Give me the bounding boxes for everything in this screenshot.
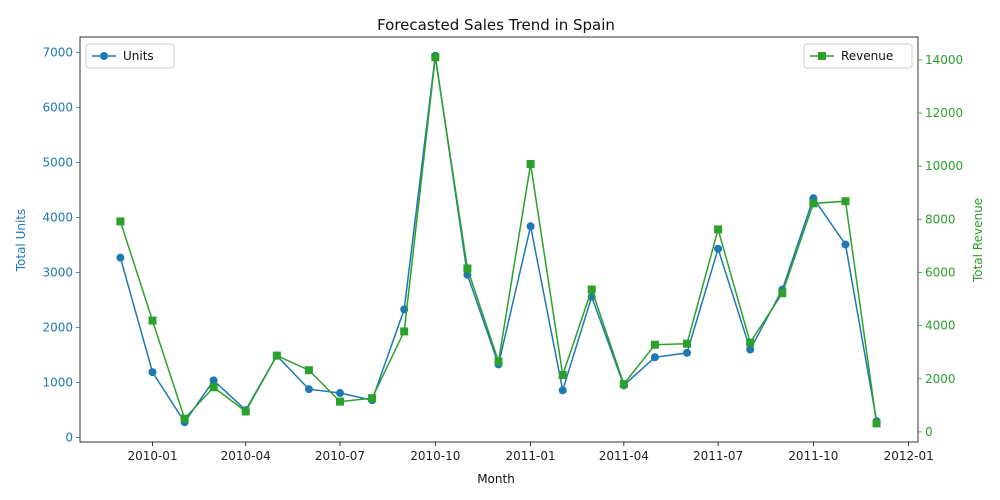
revenue-point [683, 339, 692, 348]
y-right-tick-label: 8000 [925, 212, 956, 226]
y-left-tick-label: 5000 [42, 155, 73, 169]
revenue-point [368, 394, 377, 403]
y-left-tick-label: 3000 [42, 266, 73, 280]
x-tick-label: 2011-07 [693, 449, 743, 463]
y-axis-left: 0 1000 2000 3000 4000 5000 6000 7000 [42, 45, 80, 445]
revenue-point [241, 407, 250, 416]
revenue-point [526, 160, 535, 169]
y-left-tick-label: 7000 [42, 45, 73, 59]
x-axis-label: Month [477, 472, 515, 486]
revenue-point [587, 285, 596, 294]
revenue-point [619, 380, 628, 389]
units-point [526, 222, 535, 231]
legend-label: Revenue [841, 49, 893, 63]
units-point [304, 385, 313, 394]
legend-label: Units [123, 49, 154, 63]
revenue-point [180, 414, 189, 423]
legend-box [85, 43, 175, 69]
chart-title: Forecasted Sales Trend in Spain [377, 16, 615, 34]
y-left-tick-label: 6000 [42, 100, 73, 114]
x-axis: 2010-01 2010-04 2010-07 2010-10 2011-01 2011-… [127, 442, 934, 463]
revenue-point [463, 264, 472, 273]
x-tick-label: 2011-01 [506, 449, 556, 463]
y-right-tick-label: 4000 [925, 319, 956, 333]
y-right-tick-label: 2000 [925, 372, 956, 386]
x-tick-label: 2010-04 [221, 449, 271, 463]
revenue-point [209, 383, 218, 392]
revenue-point [558, 371, 567, 380]
series-revenue [116, 53, 881, 428]
revenue-point [431, 53, 440, 62]
y-axis-right-label: Total Revenue [971, 198, 985, 283]
y-axis-left-label: Total Units [14, 209, 28, 273]
revenue-point [272, 351, 281, 360]
y-right-tick-label: 12000 [925, 106, 963, 120]
legend-marker [100, 52, 108, 60]
y-left-tick-label: 4000 [42, 210, 73, 224]
units-point [683, 348, 692, 357]
revenue-point [148, 316, 157, 325]
plot-area [79, 36, 919, 443]
units-point [335, 389, 344, 398]
legend-units: Units [85, 43, 175, 69]
revenue-point [304, 366, 313, 375]
units-point [841, 240, 850, 249]
units-point [558, 386, 567, 395]
units-point [714, 244, 723, 253]
y-right-tick-label: 0 [925, 425, 933, 439]
units-point [209, 376, 218, 385]
x-tick-label: 2010-07 [315, 449, 365, 463]
revenue-point [335, 397, 344, 406]
legend-marker [818, 52, 826, 60]
revenue-point [714, 225, 723, 234]
y-axis-right: 0 2000 4000 6000 8000 10000 12000 14000 [918, 53, 963, 439]
y-right-tick-label: 6000 [925, 265, 956, 279]
units-point [650, 353, 659, 362]
revenue-point [872, 419, 881, 428]
units-point [116, 253, 125, 262]
legend-box [803, 43, 913, 69]
series-layer [116, 51, 881, 428]
x-tick-label: 2012-01 [884, 449, 934, 463]
units-point [148, 368, 157, 377]
x-tick-label: 2010-10 [410, 449, 460, 463]
y-left-tick-label: 1000 [42, 376, 73, 390]
x-tick-label: 2011-10 [788, 449, 838, 463]
revenue-point [494, 357, 503, 366]
revenue-point [809, 199, 818, 208]
revenue-point [400, 327, 409, 336]
units-point [746, 345, 755, 354]
revenue-point [650, 340, 659, 349]
y-left-tick-label: 0 [65, 431, 73, 445]
revenue-point [841, 197, 850, 206]
revenue-point [746, 338, 755, 347]
x-tick-label: 2010-01 [127, 449, 177, 463]
plot-frame [79, 36, 919, 443]
revenue-point [116, 217, 125, 226]
y-right-tick-label: 14000 [925, 53, 963, 67]
x-tick-label: 2011-04 [599, 449, 649, 463]
legend-revenue: Revenue [803, 43, 913, 69]
y-right-tick-label: 10000 [925, 159, 963, 173]
y-left-tick-label: 2000 [42, 321, 73, 335]
revenue-point [778, 289, 787, 298]
